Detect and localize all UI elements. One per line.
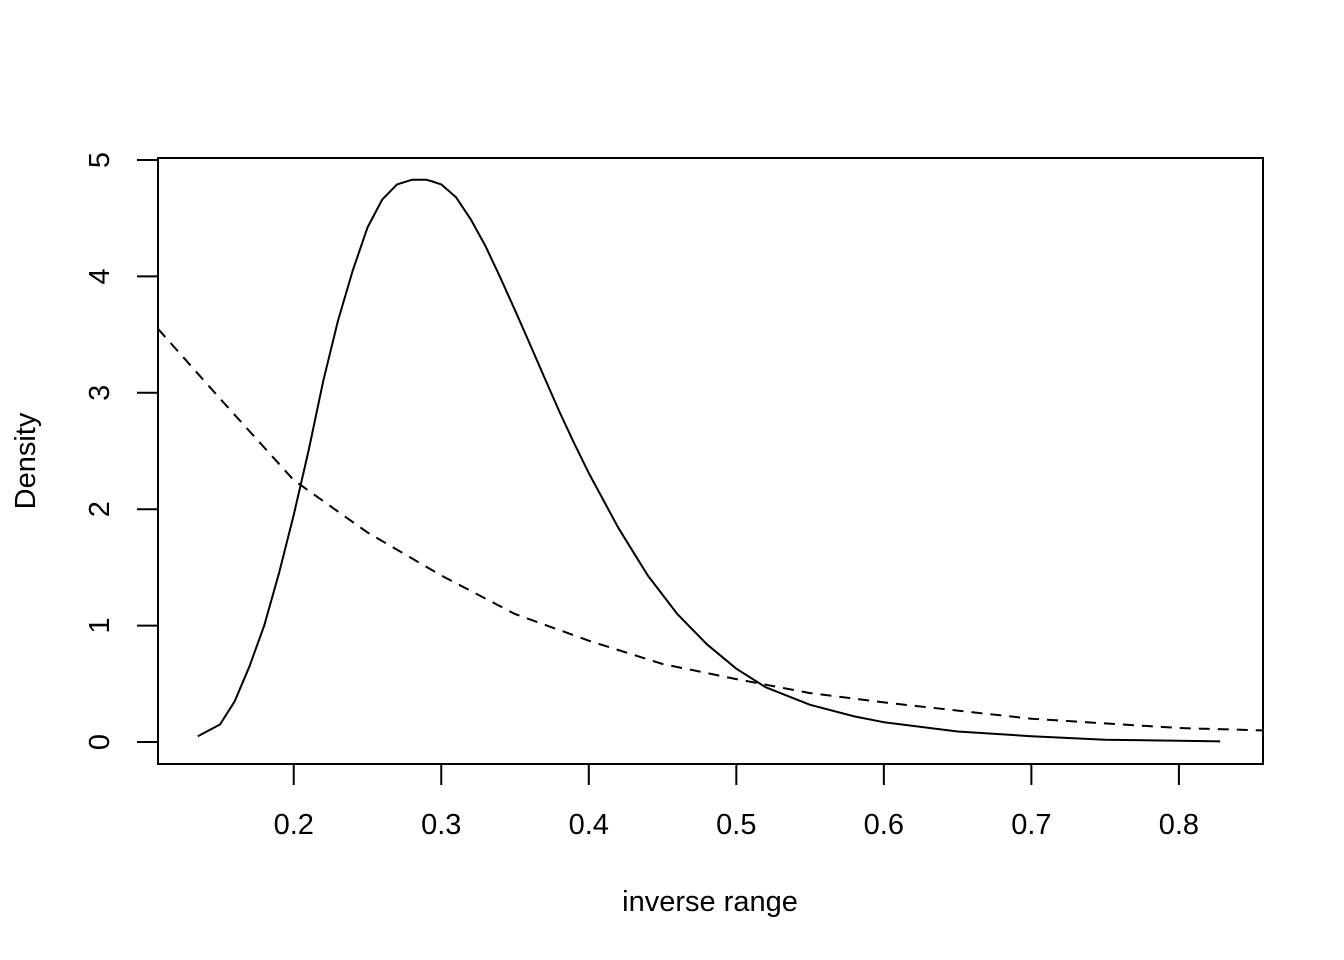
dashed-density-curve	[158, 328, 1263, 732]
x-tick-label: 0.7	[1011, 809, 1051, 841]
x-tick-label: 0.4	[569, 809, 609, 841]
y-tick-label: 3	[84, 385, 116, 401]
x-axis: 0.2 0.3 0.4 0.5 0.6 0.7 0.8	[274, 763, 1199, 841]
y-axis: 0 1 2 3 4 5	[84, 152, 159, 750]
y-tick-label: 2	[84, 501, 116, 517]
y-tick-label: 5	[84, 152, 116, 168]
y-tick-label: 1	[84, 618, 116, 634]
x-tick-label: 0.8	[1159, 809, 1199, 841]
x-tick-label: 0.6	[864, 809, 904, 841]
x-tick-label: 0.5	[716, 809, 756, 841]
solid-density-curve	[197, 178, 1221, 743]
y-tick-label: 0	[84, 734, 116, 750]
series-layer	[158, 178, 1263, 743]
x-tick-label: 0.3	[421, 809, 461, 841]
x-tick-label: 0.2	[274, 809, 314, 841]
x-axis-label: inverse range	[622, 886, 798, 918]
y-axis-label: Density	[10, 412, 42, 509]
y-tick-label: 4	[84, 268, 116, 284]
